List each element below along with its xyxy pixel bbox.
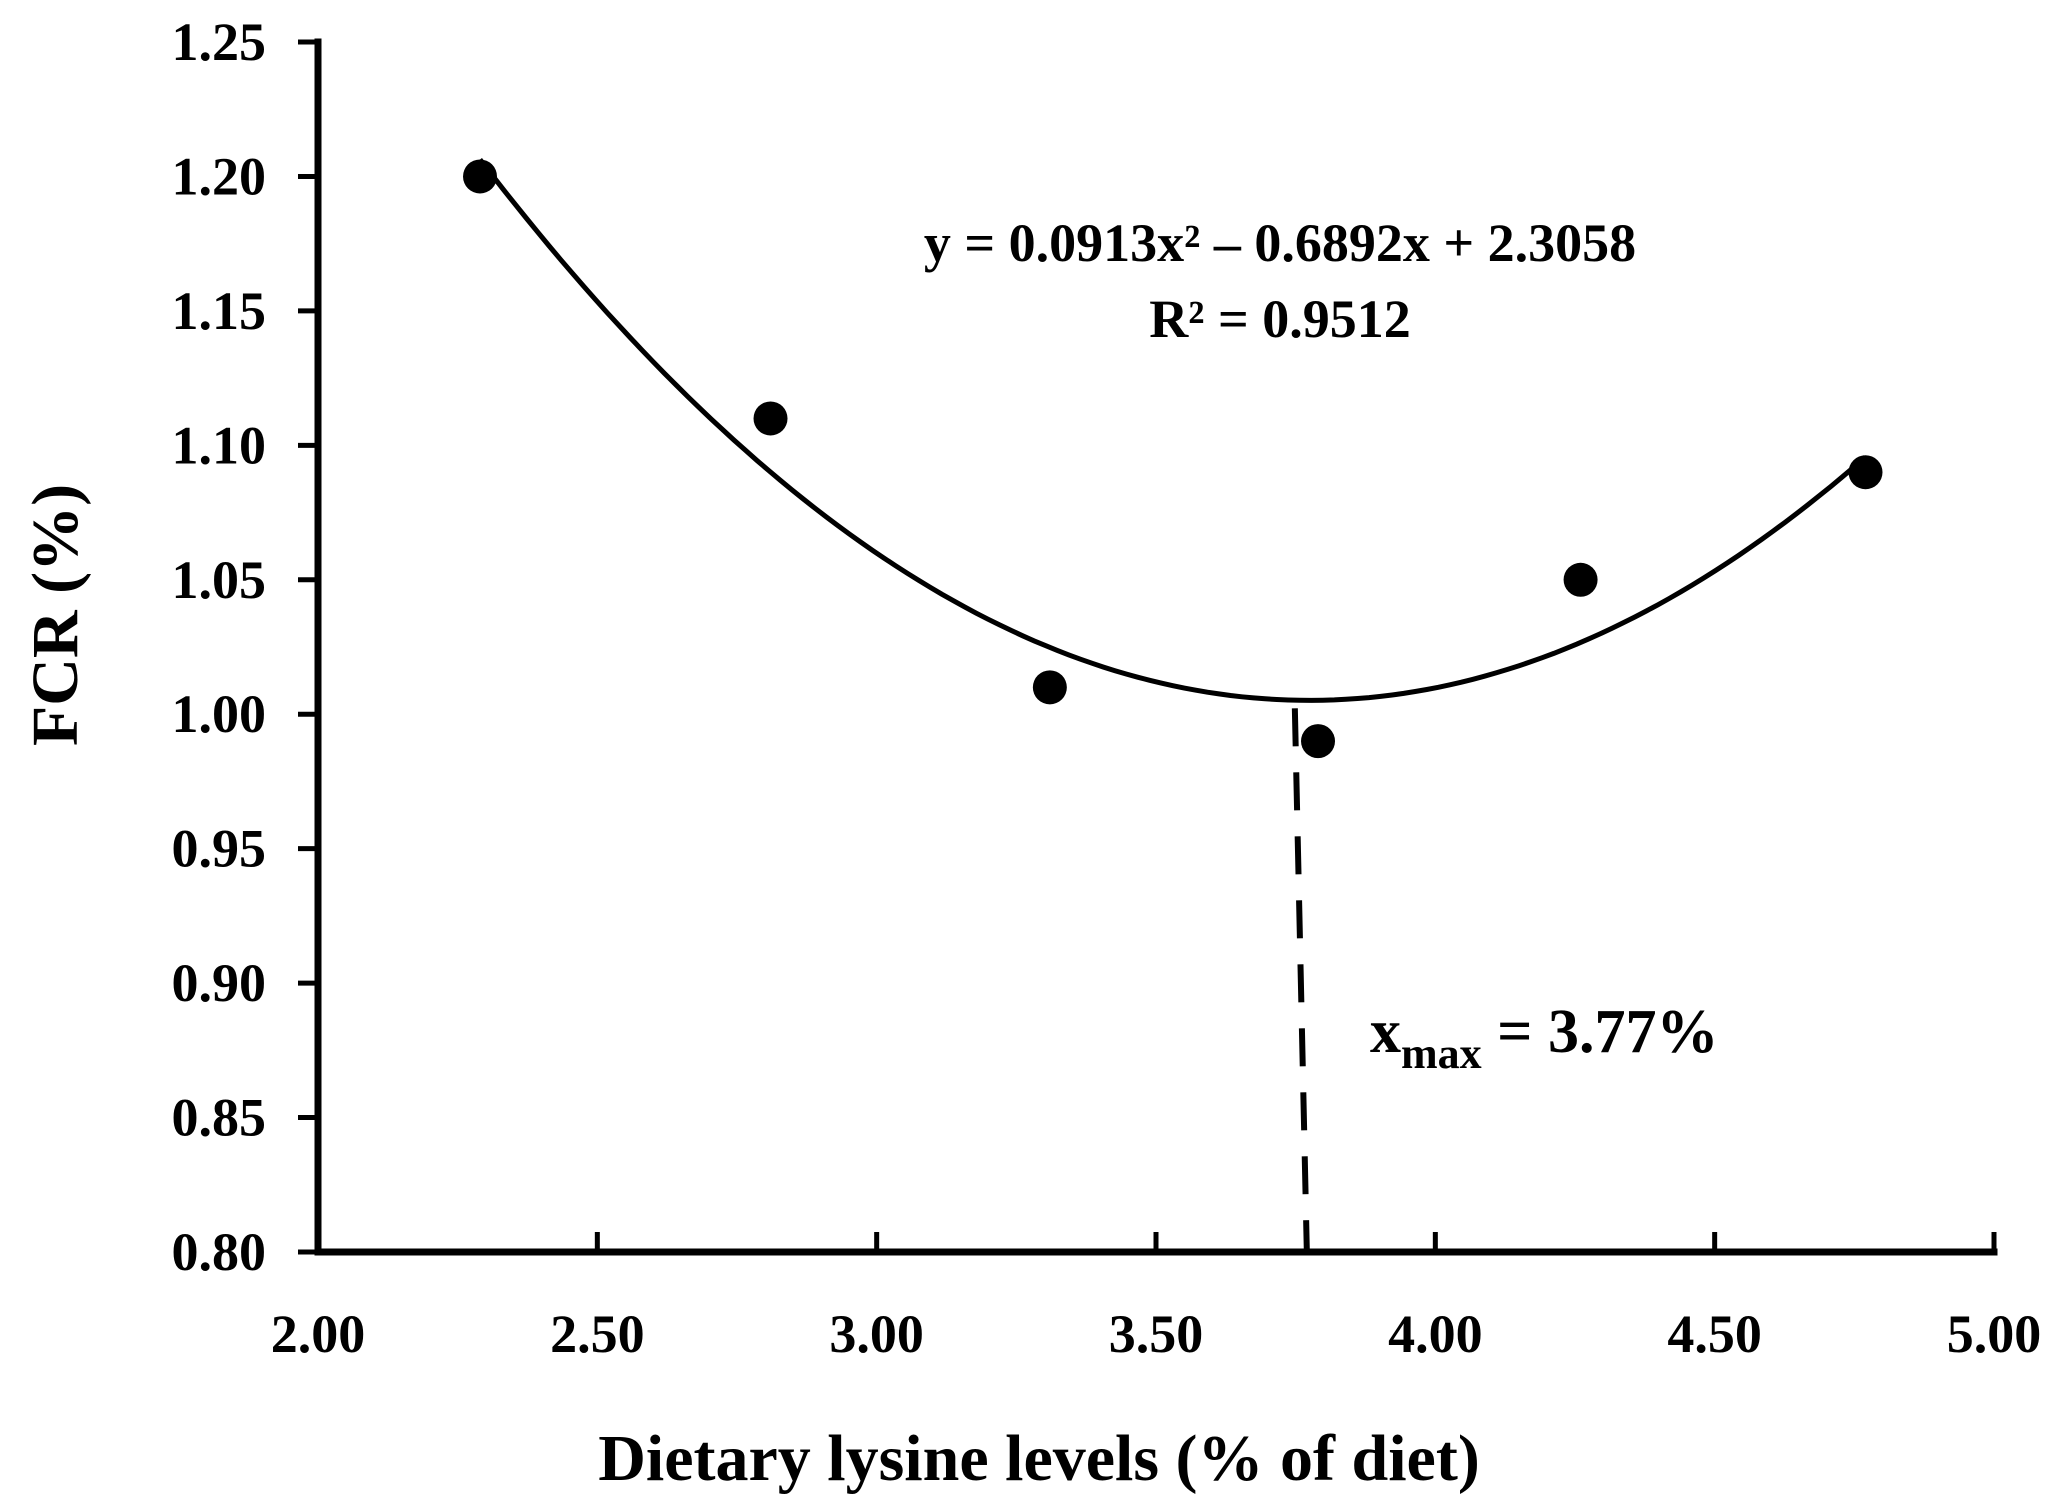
y-tick-label: 0.95	[172, 819, 267, 879]
data-point	[463, 159, 498, 194]
x-tick-label: 5.00	[1947, 1304, 2042, 1364]
xmax-label-x: x	[1370, 998, 1401, 1066]
fit-equation: y = 0.0913x² – 0.6892x + 2.3058	[924, 213, 1636, 273]
x-tick-label: 2.50	[550, 1304, 645, 1364]
data-point	[1032, 670, 1067, 705]
xmax-label: xmax = 3.77%	[1370, 998, 1719, 1078]
data-point	[1848, 455, 1883, 490]
y-tick-label: 0.90	[172, 953, 267, 1013]
y-tick-label: 1.05	[172, 550, 267, 610]
data-point	[1301, 724, 1336, 759]
x-tick-label: 3.50	[1109, 1304, 1204, 1364]
x-tick-label: 3.00	[829, 1304, 924, 1364]
y-tick-label: 1.15	[172, 281, 267, 341]
y-tick-label: 1.20	[172, 146, 267, 206]
x-axis-tick-labels: 2.00 2.50 3.00 3.50 4.00 4.50 5.00	[271, 1304, 2042, 1364]
x-tick-label: 4.00	[1388, 1304, 1483, 1364]
data-point	[753, 401, 788, 436]
r-squared-label: R² = 0.9512	[1149, 289, 1410, 349]
x-tick-label: 4.50	[1667, 1304, 1762, 1364]
y-tick-label: 0.80	[172, 1222, 267, 1282]
y-axis-title: FCR (%)	[19, 484, 92, 746]
quadratic-fit-curve	[478, 157, 1868, 703]
y-tick-label: 1.00	[172, 684, 267, 744]
data-points	[463, 159, 1883, 759]
xmax-dashed-line	[1291, 708, 1310, 1253]
xmax-label-subscript: max	[1401, 1029, 1482, 1078]
y-axis-tick-labels: 0.80 0.85 0.90 0.95 1.00 1.05 1.10 1.15 1.20 1.25	[172, 12, 267, 1282]
x-axis-title: Dietary lysine levels (% of diet)	[598, 1422, 1480, 1495]
y-tick-label: 1.25	[172, 12, 267, 72]
data-point	[1563, 562, 1598, 597]
x-tick-label: 2.00	[271, 1304, 366, 1364]
xmax-label-value: = 3.77%	[1482, 998, 1719, 1066]
y-tick-label: 1.10	[172, 415, 267, 475]
y-tick-label: 0.85	[172, 1088, 267, 1148]
